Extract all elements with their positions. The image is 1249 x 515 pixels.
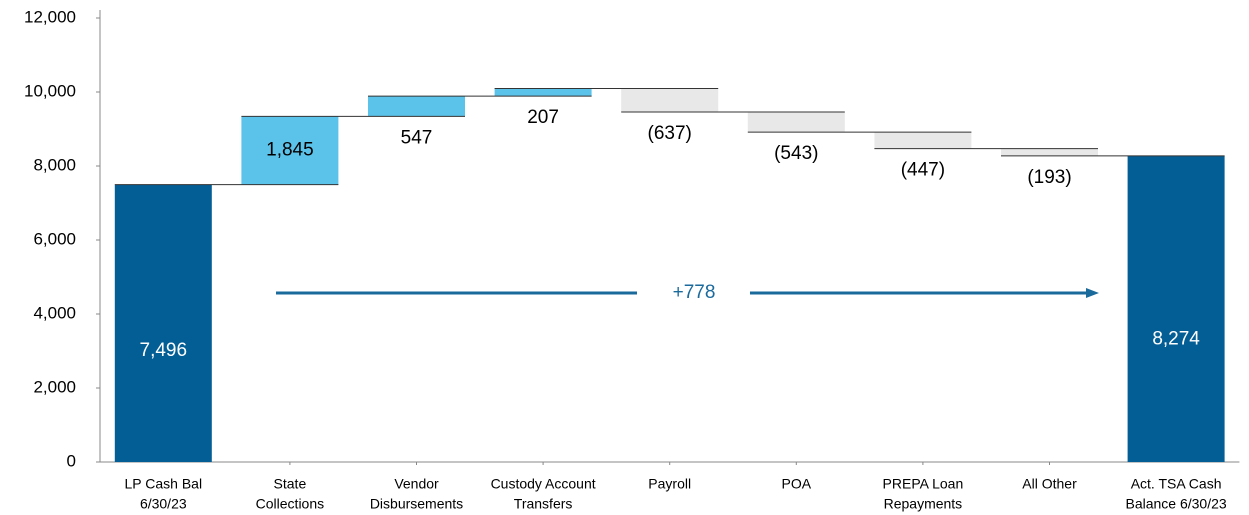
x-tick-label: POA bbox=[782, 476, 812, 492]
value-label: (637) bbox=[648, 123, 692, 144]
value-label: 207 bbox=[527, 107, 559, 128]
x-tick-label: Vendor bbox=[394, 476, 439, 492]
x-tick-label: Act. TSA Cash bbox=[1131, 476, 1222, 492]
bar bbox=[1001, 148, 1098, 156]
x-tick-label: 6/30/23 bbox=[140, 496, 187, 512]
y-tick-label: 6,000 bbox=[33, 229, 76, 248]
bar bbox=[621, 88, 719, 113]
bar bbox=[494, 88, 592, 97]
value-label: (543) bbox=[774, 143, 818, 164]
x-tick-label: PREPA Loan bbox=[883, 476, 964, 492]
x-tick-label: Repayments bbox=[884, 496, 963, 512]
y-tick-label: 0 bbox=[67, 451, 76, 470]
bar bbox=[1127, 155, 1225, 462]
bar bbox=[368, 96, 465, 117]
annotation: +778 bbox=[673, 282, 716, 303]
x-tick-label: Disbursements bbox=[370, 496, 463, 512]
y-tick-label: 8,000 bbox=[33, 155, 76, 174]
bar bbox=[747, 112, 845, 133]
y-tick-label: 2,000 bbox=[33, 377, 76, 396]
y-tick-label: 4,000 bbox=[33, 303, 76, 322]
value-label: 8,274 bbox=[1152, 329, 1200, 350]
x-tick-label: Payroll bbox=[648, 476, 691, 492]
x-tick-label: All Other bbox=[1022, 476, 1077, 492]
value-label: (193) bbox=[1027, 167, 1071, 188]
value-label: 7,496 bbox=[140, 340, 188, 361]
value-label: (447) bbox=[901, 160, 945, 181]
x-tick-label: Custody Account bbox=[491, 476, 596, 492]
value-label: 547 bbox=[401, 127, 433, 148]
value-label: 1,845 bbox=[266, 140, 314, 161]
x-tick-label: State bbox=[274, 476, 307, 492]
x-tick-label: Balance 6/30/23 bbox=[1125, 496, 1226, 512]
bar bbox=[874, 132, 972, 149]
x-tick-label: Transfers bbox=[514, 496, 573, 512]
y-tick-label: 10,000 bbox=[24, 81, 76, 100]
arrow-head bbox=[1086, 288, 1099, 298]
bar bbox=[241, 116, 339, 185]
x-tick-label: LP Cash Bal bbox=[125, 476, 203, 492]
y-tick-label: 12,000 bbox=[24, 7, 76, 26]
bar bbox=[114, 184, 212, 462]
x-tick-label: Collections bbox=[256, 496, 324, 512]
